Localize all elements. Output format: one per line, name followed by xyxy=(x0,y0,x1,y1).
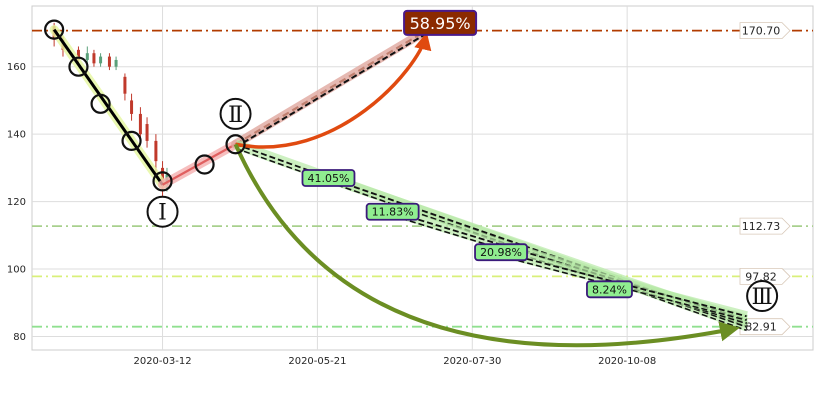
pct-label: 11.83% xyxy=(372,206,414,219)
wave-marker xyxy=(44,19,65,40)
pct-label: 41.05% xyxy=(307,172,349,185)
level-tag xyxy=(739,268,791,285)
level-tag-text: 82.91 xyxy=(745,321,777,334)
wave-line xyxy=(234,28,429,146)
candle-body xyxy=(145,124,149,141)
candle-body xyxy=(123,76,127,94)
pct-box xyxy=(365,202,420,221)
x-tick-label: 2020-07-30 xyxy=(443,356,501,367)
pct-label: 20.98% xyxy=(480,246,522,259)
wave-label: Ⅰ xyxy=(158,201,167,226)
x-tick-label: 2020-03-12 xyxy=(133,356,191,367)
candle-body xyxy=(161,167,165,185)
candle-body xyxy=(85,53,89,60)
y-tick-label: 140 xyxy=(7,130,26,141)
projection-line xyxy=(235,31,429,149)
candle-body xyxy=(130,100,134,114)
y-tick-label: 100 xyxy=(7,265,26,276)
axes: 80 100 120 140 160 2020-03-12 2020-05-21 2020-0… xyxy=(7,62,656,367)
x-tick-label: 2020-10-08 xyxy=(598,356,656,367)
wave-marker xyxy=(90,93,111,114)
curved-arrow xyxy=(233,143,740,348)
wave-marker xyxy=(152,171,173,192)
candle-body xyxy=(92,53,96,64)
wave-label-circle xyxy=(219,97,252,130)
candle-body xyxy=(107,56,111,67)
annotation-labels: Ⅰ Ⅱ Ⅲ 58.95% 41.05% 11.83% 20.98% 8.24% xyxy=(146,9,779,313)
wave-label: Ⅲ xyxy=(752,285,773,310)
y-tick-label: 160 xyxy=(7,62,26,73)
wave-label-circle xyxy=(746,280,779,313)
level-tag xyxy=(739,22,791,40)
wave-line xyxy=(162,143,237,186)
wave-label: Ⅱ xyxy=(228,103,243,128)
level-tag xyxy=(739,318,791,336)
curved-arrow xyxy=(235,32,432,149)
level-tag-text: 112.73 xyxy=(742,220,781,233)
level-tag-text: 97.82 xyxy=(745,270,777,283)
pct-box xyxy=(474,243,528,262)
projection-line xyxy=(328,177,747,324)
level-tag xyxy=(739,217,791,235)
wave-marker xyxy=(194,154,215,175)
pct-label: 8.24% xyxy=(592,283,627,296)
wave-marker xyxy=(225,134,246,155)
pct-box xyxy=(403,9,478,36)
candle-body xyxy=(138,113,142,135)
x-tick-label: 2020-05-21 xyxy=(288,356,346,367)
candle-body xyxy=(76,49,80,60)
wave-marker xyxy=(121,130,142,152)
candle-body xyxy=(154,140,158,162)
horizontal-levels: 170.70 112.73 97.82 82.91 xyxy=(32,22,813,336)
curved-arrows xyxy=(233,32,740,348)
y-tick-label: 80 xyxy=(13,332,26,343)
wave-markers xyxy=(44,19,246,192)
level-tag-text: 170.70 xyxy=(742,25,781,38)
y-tick-label: 120 xyxy=(7,197,26,208)
pct-label: 58.95% xyxy=(410,14,471,33)
wave-label-circle xyxy=(146,195,179,228)
pct-box xyxy=(586,280,633,299)
pct-box xyxy=(301,169,356,187)
candle-body xyxy=(114,59,118,67)
wave-marker xyxy=(68,56,89,77)
candle-body xyxy=(99,56,103,64)
